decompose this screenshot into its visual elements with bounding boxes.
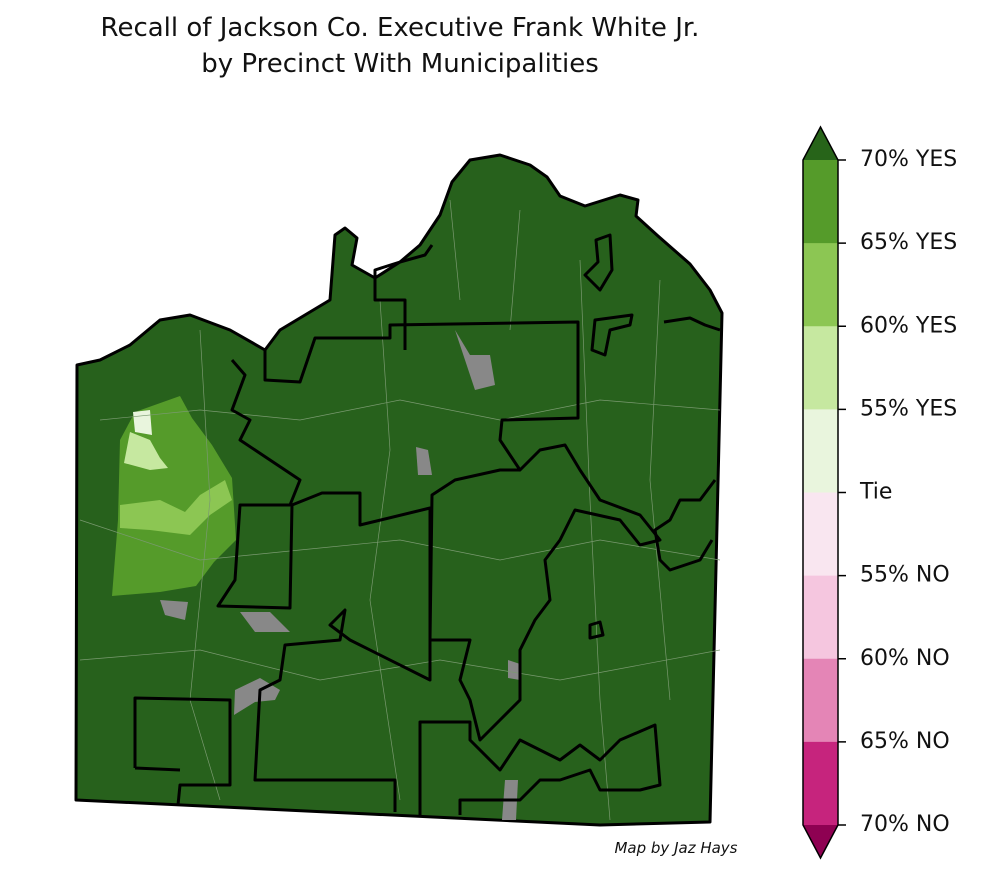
colorbar: 70% YES 65% YES 60% YES 55% YES Tie 55% NO 60%… (802, 125, 957, 860)
colorbar-label: Tie (859, 480, 892, 505)
colorbar-label: 70% YES (860, 147, 957, 172)
colorbar-segment (803, 326, 838, 410)
colorbar-segment (803, 492, 838, 577)
colorbar-segment (803, 575, 838, 660)
precinct-yes-55 (124, 432, 168, 470)
colorbar-label: 60% YES (860, 313, 957, 338)
colorbar-segment (803, 741, 838, 826)
colorbar-label: 60% NO (860, 646, 950, 671)
colorbar-extension (803, 825, 838, 858)
colorbar-segment (803, 160, 838, 244)
colorbar-label: 65% YES (860, 230, 957, 255)
colorbar-extension (803, 127, 838, 160)
colorbar-label: 55% YES (860, 396, 957, 421)
colorbar-label: 70% NO (860, 812, 950, 837)
credit: Map by Jaz Hays (614, 839, 737, 857)
colorbar-label: 65% NO (860, 729, 950, 754)
colorbar-segment (803, 243, 838, 327)
title-line: Recall of Jackson Co. Executive Frank Wh… (101, 13, 700, 43)
colorbar-segment (803, 409, 838, 493)
municipal-boundaries (133, 233, 721, 815)
county-map (74, 153, 724, 827)
precinct-lines (79, 199, 721, 821)
colorbar-label: 55% NO (860, 563, 950, 588)
colorbar-segment (803, 658, 838, 743)
title-line: by Precinct With Municipalities (201, 49, 599, 79)
precinct-yes-55 (133, 410, 152, 435)
precinct-yes-60 (120, 480, 232, 535)
